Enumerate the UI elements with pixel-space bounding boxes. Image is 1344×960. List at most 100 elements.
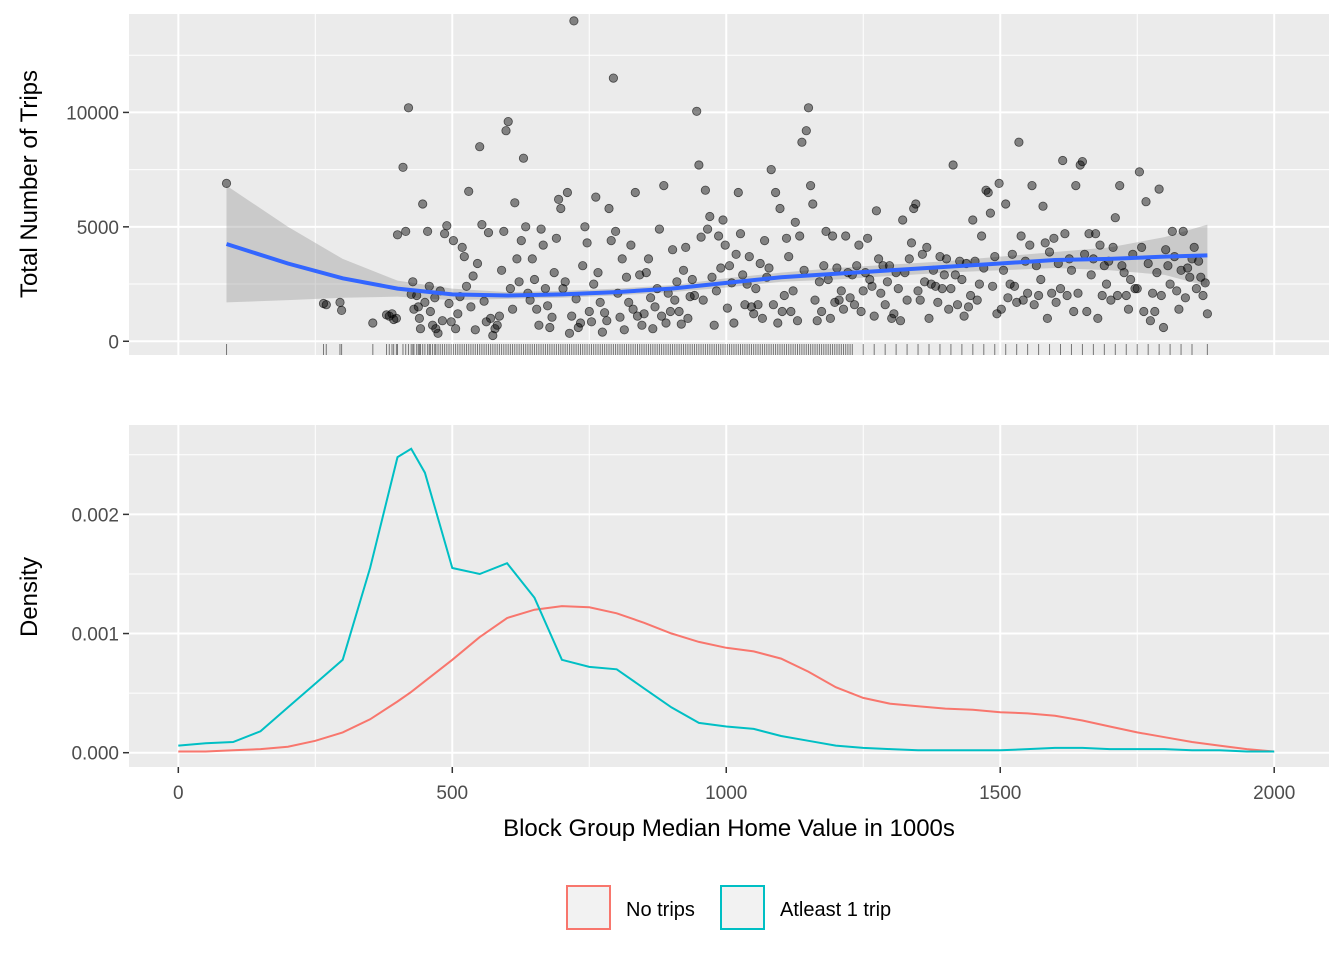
scatter-point (933, 297, 943, 307)
scatter-point (781, 233, 792, 243)
scatter-point (413, 302, 423, 312)
bottom-y-tick-label: 0.001 (71, 625, 119, 646)
scatter-point (1143, 258, 1153, 269)
scatter-point (893, 283, 903, 294)
scatter-point (643, 254, 654, 264)
scatter-point (830, 297, 840, 307)
scatter-point (1152, 267, 1162, 278)
scatter-point (446, 317, 456, 327)
scatter-point (963, 302, 974, 312)
scatter-point (424, 281, 434, 291)
scatter-point (1185, 272, 1195, 282)
scatter-point (939, 270, 949, 280)
scatter-point (1005, 279, 1015, 289)
scatter-point (1110, 213, 1120, 223)
scatter-point (968, 215, 978, 225)
scatter-point (1141, 197, 1151, 207)
scatter-point (321, 300, 331, 310)
scatter-point (639, 309, 649, 319)
scatter-point (941, 254, 952, 264)
scatter-point (724, 261, 735, 271)
x-ticks: 0 500 1000 1500 2000 (173, 767, 1295, 804)
scatter-point (1130, 283, 1140, 294)
scatter-point (1139, 306, 1149, 317)
scatter-point (1071, 181, 1081, 191)
scatter-point (972, 295, 982, 305)
scatter-point (485, 313, 496, 323)
scatter-point (562, 187, 573, 198)
scatter-point (403, 103, 414, 113)
scatter-point (788, 286, 798, 296)
scatter-point (597, 327, 608, 337)
scatter-point (672, 277, 682, 287)
scatter-point (1058, 155, 1068, 166)
scatter-point (713, 231, 724, 241)
scatter-point (1154, 184, 1164, 194)
top-y-tick-label: 10000 (66, 103, 119, 124)
scatter-point (1167, 226, 1177, 236)
scatter-point (659, 181, 669, 191)
top-y-tick-label: 0 (108, 332, 119, 353)
scatter-point (582, 238, 592, 248)
scatter-point (604, 203, 614, 214)
scatter-point (619, 325, 629, 335)
smooth-fit-line (225, 242, 1208, 298)
scatter-point (472, 258, 483, 269)
scatter-point (1180, 293, 1191, 303)
scatter-point (1137, 242, 1147, 252)
scatter-point (494, 311, 504, 321)
scatter-point (766, 165, 776, 175)
scatter-point (1080, 249, 1090, 259)
scatter-point (801, 126, 811, 136)
scatter-point (976, 231, 987, 241)
scatter-point (887, 313, 897, 323)
scatter-point (560, 277, 570, 287)
scatter-point (852, 261, 862, 271)
scatter-point (510, 198, 520, 208)
scatter-point (665, 306, 676, 317)
scatter-point (819, 261, 829, 271)
scatter-point (650, 302, 660, 312)
scatter-point (477, 220, 487, 230)
scatter-point (453, 309, 463, 319)
scatter-point (444, 298, 454, 309)
scatter-point (626, 240, 636, 250)
scatter-point (545, 322, 555, 333)
scatter-point (621, 272, 632, 282)
scatter-point (1038, 201, 1048, 211)
bottom-panel: 0.000 0.001 0.002 0 500 1000 1500 2000 Density… (16, 394, 1329, 842)
scatter-point (1123, 304, 1134, 314)
scatter-point (882, 277, 893, 287)
legend: No trips Atleast 1 trip (566, 885, 891, 930)
scatter-point (630, 187, 640, 198)
scatter-point (902, 295, 912, 305)
scatter-point (1047, 288, 1057, 298)
scatter-point (836, 286, 846, 296)
scatter-point (738, 270, 748, 280)
scatter-point (722, 303, 733, 313)
scatter-point (442, 221, 452, 231)
scatter-point (841, 231, 851, 241)
scatter-point (952, 300, 963, 310)
scatter-point (589, 279, 599, 289)
scatter-point (392, 230, 403, 240)
scatter-point (527, 254, 537, 264)
scatter-point (547, 312, 557, 322)
scatter-point (812, 316, 822, 326)
top-panel-background (129, 14, 1329, 355)
scatter-point (676, 319, 686, 329)
scatter-point (398, 162, 408, 172)
scatter-point (433, 328, 443, 338)
scatter-point (1108, 242, 1118, 252)
scatter-point (549, 267, 559, 278)
scatter-point (488, 330, 498, 341)
scatter-point (538, 240, 548, 250)
scatter-point (974, 279, 985, 289)
scatter-point (1145, 316, 1156, 326)
scatter-point (1049, 233, 1059, 243)
scatter-point (792, 316, 803, 326)
scatter-point (814, 277, 825, 287)
scatter-point (468, 271, 478, 281)
scatter-point (1082, 306, 1092, 317)
x-tick-label: 0 (173, 783, 184, 804)
